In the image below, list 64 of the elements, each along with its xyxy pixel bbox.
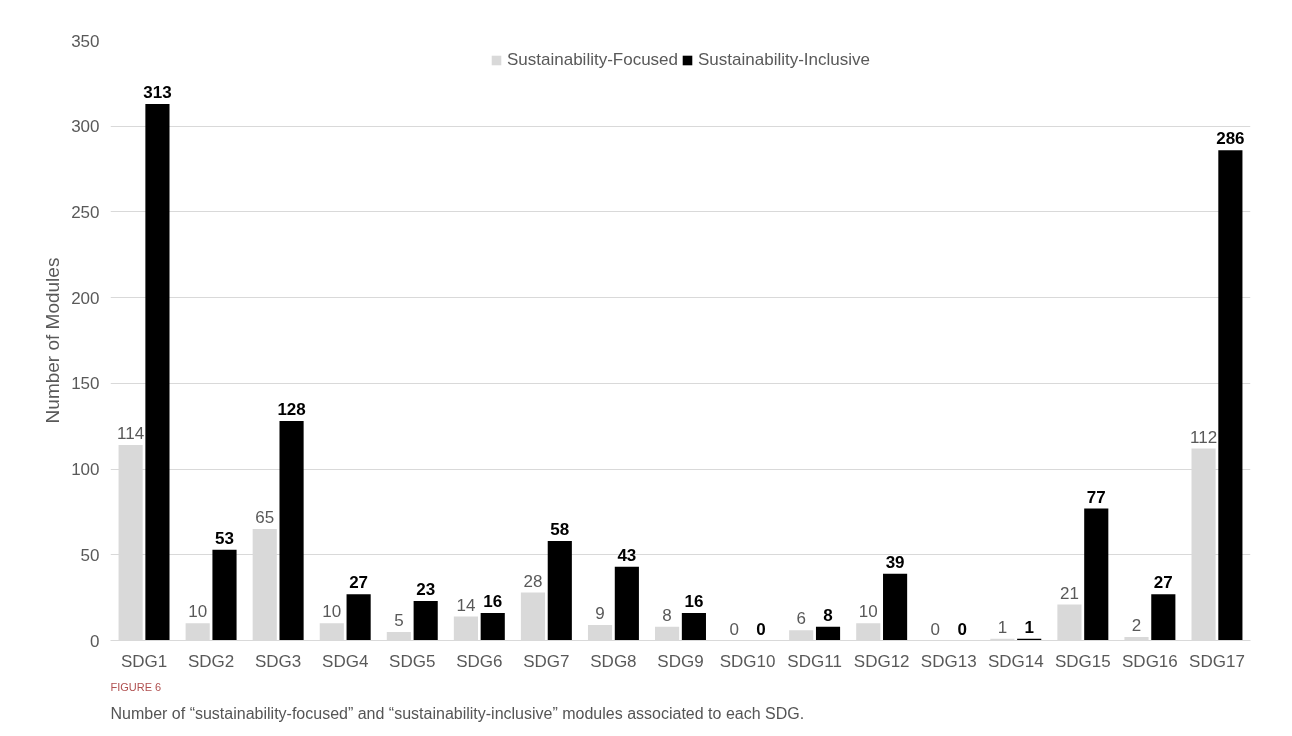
data-label: 16 xyxy=(483,592,503,612)
y-tick-label: 0 xyxy=(90,631,100,651)
data-label: 1 xyxy=(997,617,1008,637)
data-label: 10 xyxy=(188,602,208,622)
x-tick-label: SDG14 xyxy=(987,651,1044,671)
data-label: 16 xyxy=(684,592,704,612)
data-label: 313 xyxy=(143,82,172,102)
data-label: 39 xyxy=(885,552,905,572)
x-tick-label: SDG6 xyxy=(456,651,503,671)
legend-label: Sustainability-Inclusive xyxy=(698,50,870,70)
y-tick-label: 150 xyxy=(71,374,100,394)
data-label: 5 xyxy=(394,610,404,630)
text: Number of “sustainability-focused” and “sustainability-inclusive” modules associated to each SDG. xyxy=(110,704,805,722)
y-axis-title: Number of Modules xyxy=(42,257,64,424)
data-label: 1 xyxy=(1024,617,1034,637)
data-label: 58 xyxy=(550,520,570,540)
data-label: 77 xyxy=(1086,487,1106,507)
x-tick-label: SDG3 xyxy=(255,651,302,671)
data-label: 0 xyxy=(756,619,766,639)
data-label: 0 xyxy=(957,619,967,639)
data-label: 14 xyxy=(456,595,476,615)
x-tick-label: SDG13 xyxy=(920,651,977,671)
caption: FIGURE 6 xyxy=(110,680,162,693)
data-label: 9 xyxy=(595,604,605,624)
x-tick-label: SDG10 xyxy=(719,651,776,671)
y-tick-label: 50 xyxy=(80,545,100,565)
data-label: 53 xyxy=(215,528,234,548)
data-label: 65 xyxy=(255,508,275,528)
x-tick-label: SDG2 xyxy=(187,651,235,671)
data-label: 10 xyxy=(858,602,878,622)
x-tick-label: SDG11 xyxy=(787,651,842,671)
y-tick-label: 250 xyxy=(71,202,100,222)
data-label: 28 xyxy=(523,571,543,591)
data-label: 43 xyxy=(617,545,637,565)
data-label: 27 xyxy=(349,573,369,593)
x-tick-label: SDG1 xyxy=(120,651,168,671)
y-tick-label: 300 xyxy=(71,117,100,137)
data-label: 0 xyxy=(930,619,941,639)
data-label: 6 xyxy=(796,609,806,629)
x-tick-label: SDG17 xyxy=(1189,651,1245,671)
y-tick-label: 350 xyxy=(71,31,100,51)
y-tick-label: 100 xyxy=(71,460,100,480)
data-label: 23 xyxy=(416,580,436,600)
data-label: 114 xyxy=(117,424,145,444)
x-tick-label: SDG5 xyxy=(389,651,436,671)
data-label: 8 xyxy=(662,605,672,625)
x-tick-label: SDG9 xyxy=(657,651,704,671)
data-label: 8 xyxy=(823,605,833,625)
x-tick-label: SDG8 xyxy=(590,651,637,671)
x-tick-label: SDG15 xyxy=(1054,651,1111,671)
data-label: 10 xyxy=(322,602,342,622)
data-label: 286 xyxy=(1216,129,1245,149)
x-tick-label: SDG4 xyxy=(322,651,369,671)
data-label: 2 xyxy=(1131,616,1142,636)
data-label: 128 xyxy=(277,400,306,420)
data-label: 27 xyxy=(1153,573,1173,593)
x-tick-label: SDG7 xyxy=(523,651,570,671)
data-label: 0 xyxy=(729,619,739,639)
data-label: 112 xyxy=(1190,427,1218,447)
legend-label: Sustainability-Focused xyxy=(507,50,679,70)
x-tick-label: SDG16 xyxy=(1122,651,1178,671)
y-tick-label: 200 xyxy=(71,288,100,308)
data-label: 21 xyxy=(1059,583,1079,603)
x-tick-label: SDG12 xyxy=(853,651,910,671)
